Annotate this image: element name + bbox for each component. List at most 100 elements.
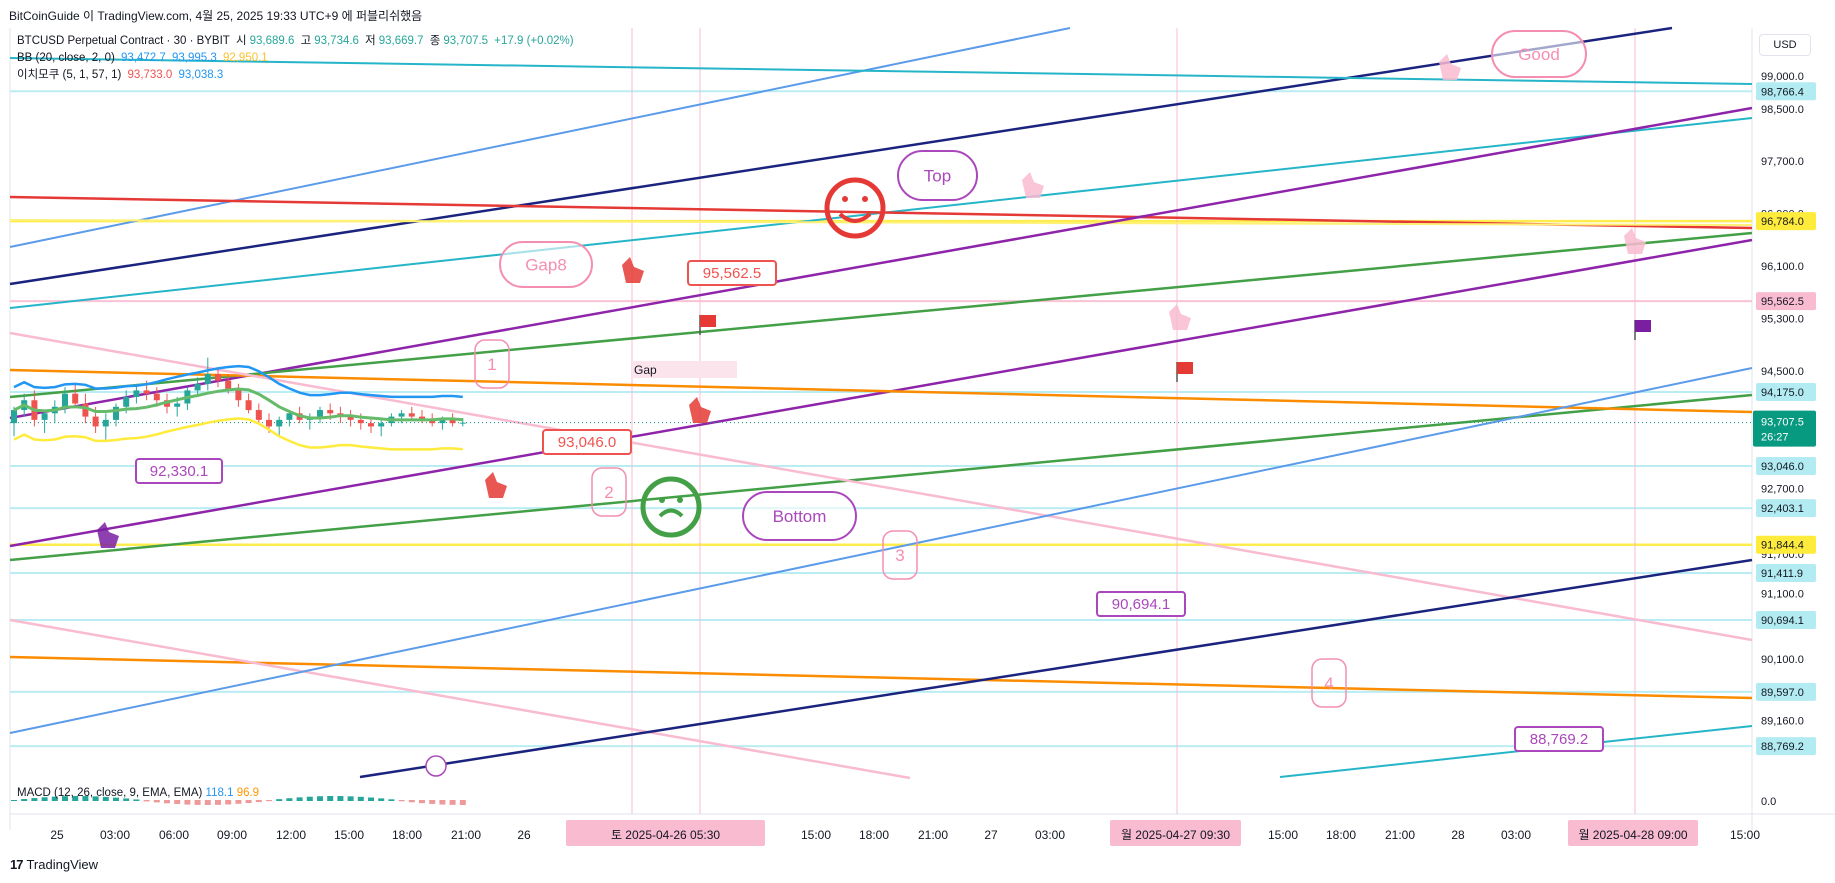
flag-icon-3 <box>1635 320 1651 332</box>
price-tick-label: 97,700.0 <box>1761 156 1804 168</box>
candle-body <box>92 416 99 427</box>
bb-lower: 92,950.1 <box>222 52 268 64</box>
macd-bar <box>378 798 385 801</box>
pointer-hand-icon-3 <box>485 472 507 498</box>
macd-value: 118.1 <box>205 787 234 799</box>
candle-body <box>194 383 201 391</box>
symbol-name[interactable]: BTCUSD Perpetual Contract · 30 · BYBIT <box>17 35 230 47</box>
candle-body <box>123 396 130 407</box>
trend-line-16 <box>359 558 1753 779</box>
macd-bar <box>408 800 415 803</box>
last-price-bg <box>1753 410 1816 447</box>
macd-bar <box>31 798 38 801</box>
macd-bar <box>153 800 160 803</box>
macd-bar <box>113 797 119 801</box>
ichimoku-label: 이치모쿠 (5, 1, 57, 1) <box>17 69 122 81</box>
macd-bar <box>245 800 252 804</box>
candle-body <box>449 419 456 424</box>
number-box-3 <box>882 530 918 580</box>
price-label: 91,844.4 <box>1761 540 1804 552</box>
time-marker-label: 토 2025-04-26 05:30 <box>611 828 720 842</box>
price-tick-label: 91,100.0 <box>1761 588 1804 600</box>
candle-body <box>153 393 160 401</box>
good-callout-text: Good <box>1518 45 1560 64</box>
ohlc-row: BTCUSD Perpetual Contract · 30 · BYBIT 시… <box>17 33 577 50</box>
candle-body <box>459 422 466 424</box>
pointer-hand-icon-2 <box>689 397 711 423</box>
price-label: 94,175.0 <box>1761 387 1804 399</box>
high-value: 93,734.6 <box>314 35 359 47</box>
pointer-hand-icon-4 <box>97 522 119 548</box>
price-box-93046-box <box>542 429 632 455</box>
macd-bar <box>337 796 344 801</box>
close-label: 종 <box>429 35 441 47</box>
bb-row[interactable]: BB (20, close, 2, 0) 93,472.7 93,995.3 9… <box>17 50 577 67</box>
tradingview-logo: 17 <box>10 857 24 872</box>
macd-bar <box>204 800 211 805</box>
gap-zone <box>632 361 737 378</box>
price-label: 95,562.5 <box>1761 296 1804 308</box>
macd-bar <box>276 799 283 801</box>
candle-body <box>429 419 436 424</box>
macd-bar <box>235 800 242 804</box>
price-tick-label: 89,160.0 <box>1761 716 1804 728</box>
currency-button[interactable]: USD <box>1759 34 1811 56</box>
close-value: 93,707.5 <box>443 35 489 47</box>
macd-bar <box>41 797 48 801</box>
gap8-callout-bubble <box>499 241 593 288</box>
sad-mouth <box>658 508 684 518</box>
bb-upper: 93,995.3 <box>171 52 217 64</box>
bb-upper-band <box>13 364 463 399</box>
price-label: 93,046.0 <box>1761 461 1804 473</box>
flag-icon-2 <box>1177 362 1193 374</box>
price-tick-label: 98,500.0 <box>1761 104 1804 116</box>
ichimoku-value-1: 93,733.0 <box>127 69 173 81</box>
candle-body <box>378 423 385 427</box>
pointer-hand-icon-6 <box>1169 304 1191 330</box>
macd-bar <box>82 796 89 801</box>
smile-eye-right <box>862 196 868 202</box>
footer-brand: 17 TradingView <box>10 857 98 872</box>
trend-line-9 <box>9 231 1753 399</box>
macd-legend[interactable]: MACD (12, 26, close, 9, EMA, EMA) 118.1 … <box>17 787 259 799</box>
time-tick-label: 15:00 <box>334 828 364 842</box>
candle-body <box>357 419 364 424</box>
candle-body <box>266 419 272 427</box>
low-value: 93,669.7 <box>378 35 424 47</box>
last-price-label: 93,707.5 <box>1761 417 1804 429</box>
time-marker-label: 월 2025-04-28 09:00 <box>1578 828 1687 842</box>
sad-face-icon <box>640 476 702 538</box>
ichimoku-row[interactable]: 이치모쿠 (5, 1, 57, 1) 93,733.0 93,038.3 <box>17 67 577 84</box>
time-tick-label: 27 <box>984 828 998 842</box>
candle-body <box>133 390 140 397</box>
macd-bar <box>347 796 354 801</box>
price-tick-label: 0.0 <box>1761 796 1776 808</box>
time-tick-label: 18:00 <box>392 828 422 842</box>
bb-basis <box>13 387 463 422</box>
sad-eye-right <box>677 497 683 503</box>
price-label-bg <box>1756 611 1816 630</box>
top-callout-bubble <box>897 150 978 201</box>
time-tick-label: 26 <box>517 828 531 842</box>
candle-body <box>41 413 48 420</box>
price-label-bg <box>1756 383 1816 402</box>
price-tick-label: 94,500.0 <box>1761 366 1804 378</box>
time-tick-label: 15:00 <box>801 828 831 842</box>
time-tick-label: 06:00 <box>159 828 189 842</box>
trend-line-4 <box>9 57 1753 85</box>
macd-bar <box>21 799 28 801</box>
macd-bar <box>215 800 221 805</box>
price-label: 92,403.1 <box>1761 503 1804 515</box>
time-tick-label: 03:00 <box>100 828 130 842</box>
price-box-95562-box <box>687 260 777 286</box>
price-label-bg <box>1756 564 1816 583</box>
high-label: 고 <box>300 35 312 47</box>
number-box-1 <box>474 339 510 389</box>
price-box-92330-box <box>135 458 223 484</box>
price-label: 89,597.0 <box>1761 687 1804 699</box>
number-label-1: 1 <box>487 355 496 374</box>
macd-bar <box>164 800 170 804</box>
candle-body <box>113 406 119 420</box>
macd-bar <box>419 800 425 804</box>
